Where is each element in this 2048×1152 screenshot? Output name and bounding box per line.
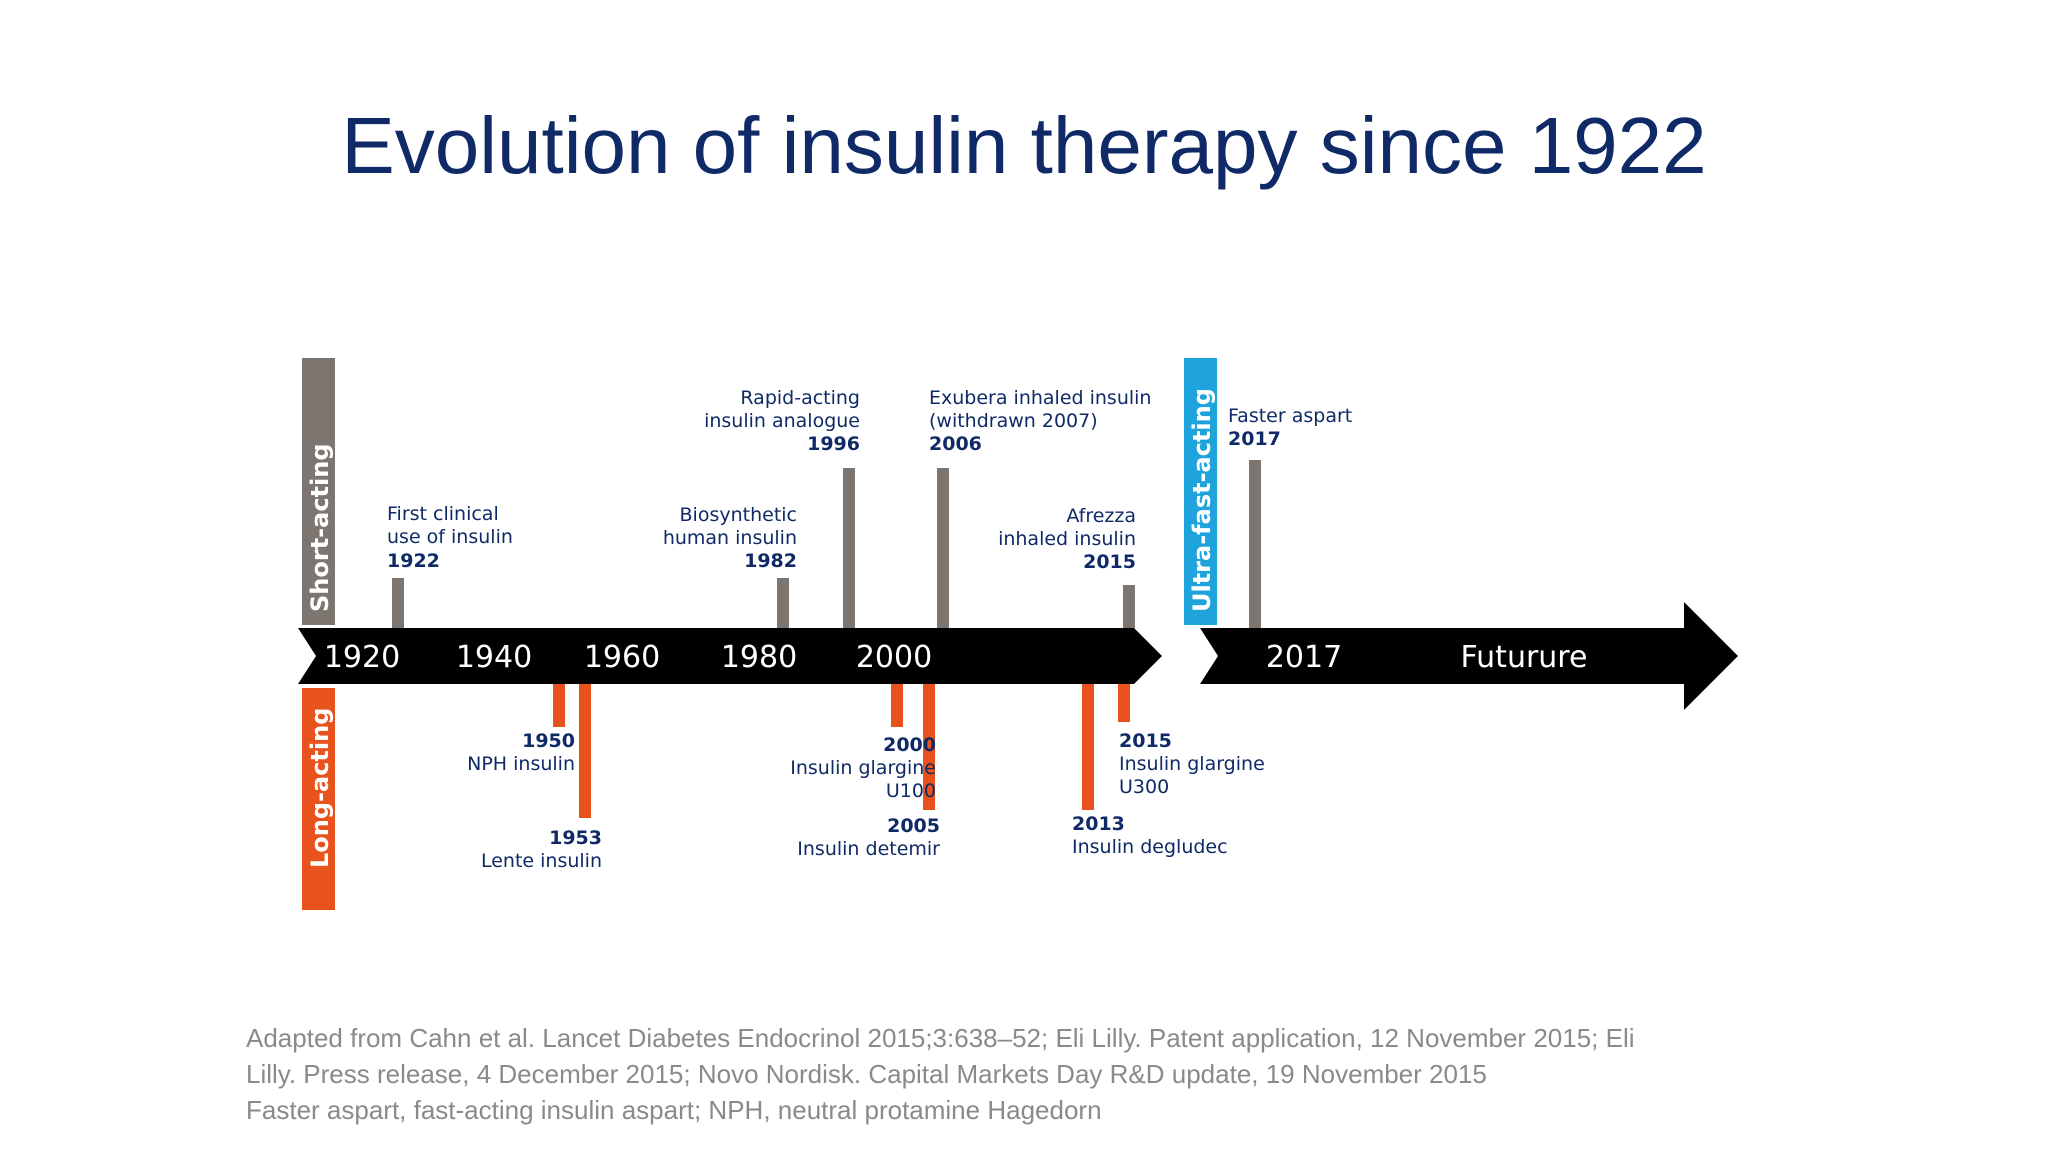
reference-line-1: Adapted from Cahn et al. Lancet Diabetes… <box>246 1023 1635 1053</box>
reference-line-2: Lilly. Press release, 4 December 2015; N… <box>246 1059 1487 1089</box>
event-label-1922: First clinical use of insulin 1922 <box>387 503 513 572</box>
event-stem-2015-afrezza <box>1123 585 1135 628</box>
event-label-2013: 2013 Insulin degludec <box>1072 813 1228 858</box>
event-stem-1950 <box>553 684 565 727</box>
axis-tick-1960: 1960 <box>584 640 660 675</box>
svg-text:(withdrawn 2007): (withdrawn 2007) <box>929 410 1098 432</box>
svg-text:2013: 2013 <box>1072 813 1125 835</box>
svg-text:Rapid-acting: Rapid-acting <box>740 387 860 409</box>
svg-text:Exubera inhaled insulin: Exubera inhaled insulin <box>929 387 1151 409</box>
event-stem-2017 <box>1249 460 1261 628</box>
svg-text:U100: U100 <box>886 780 936 802</box>
slide-title: Evolution of insulin therapy since 1922 <box>341 101 1707 190</box>
event-stem-1953 <box>579 684 591 818</box>
ultra-fast-acting-label: Ultra-fast-acting <box>1188 388 1216 612</box>
event-stem-2015-glargine <box>1118 684 1130 722</box>
svg-text:First clinical: First clinical <box>387 503 499 525</box>
svg-text:2006: 2006 <box>929 433 982 455</box>
axis-tick-1980: 1980 <box>721 640 797 675</box>
event-label-1982: Biosynthetic human insulin 1982 <box>663 504 797 572</box>
svg-text:1922: 1922 <box>387 550 440 572</box>
event-label-2006: Exubera inhaled insulin (withdrawn 2007)… <box>929 387 1151 455</box>
axis-tick-1940: 1940 <box>456 640 532 675</box>
event-stem-2013 <box>1082 684 1094 810</box>
event-label-2005: 2005 Insulin detemir <box>797 815 940 860</box>
event-stem-1922 <box>392 578 404 628</box>
svg-text:Insulin glargine: Insulin glargine <box>1119 753 1265 775</box>
axis-tick-future: Futurure <box>1461 640 1588 675</box>
event-label-2015-glargine: 2015 Insulin glargine U300 <box>1119 730 1265 798</box>
svg-text:2017: 2017 <box>1228 428 1281 450</box>
references: Adapted from Cahn et al. Lancet Diabetes… <box>246 1020 1806 1128</box>
svg-text:2015: 2015 <box>1119 730 1172 752</box>
event-label-1953: 1953 Lente insulin <box>481 827 602 872</box>
svg-text:Afrezza: Afrezza <box>1066 505 1136 527</box>
svg-text:Insulin degludec: Insulin degludec <box>1072 836 1228 858</box>
svg-text:1950: 1950 <box>522 730 575 752</box>
svg-text:1982: 1982 <box>744 550 797 572</box>
event-label-2015-afrezza: Afrezza inhaled insulin 2015 <box>998 505 1136 573</box>
event-stem-2006 <box>937 468 949 628</box>
svg-text:1953: 1953 <box>549 827 602 849</box>
svg-text:Faster aspart: Faster aspart <box>1228 405 1352 427</box>
axis-tick-1920: 1920 <box>324 640 400 675</box>
event-label-2017: Faster aspart 2017 <box>1228 405 1352 450</box>
event-label-1996: Rapid-acting insulin analogue 1996 <box>704 387 860 455</box>
reference-line-3: Faster aspart, fast-acting insulin aspar… <box>246 1095 1102 1125</box>
timeline-arrow-main <box>298 628 1162 684</box>
svg-text:insulin analogue: insulin analogue <box>704 410 860 432</box>
axis-tick-2017: 2017 <box>1266 640 1342 675</box>
svg-text:Biosynthetic: Biosynthetic <box>680 504 797 526</box>
short-acting-bar <box>302 358 335 625</box>
svg-text:Lente insulin: Lente insulin <box>481 850 602 872</box>
svg-text:inhaled insulin: inhaled insulin <box>998 528 1136 550</box>
long-acting-bar <box>302 688 335 910</box>
event-label-1950: 1950 NPH insulin <box>467 730 575 775</box>
short-acting-label: Short-acting <box>306 443 334 612</box>
event-stem-2005 <box>923 684 935 810</box>
ultra-fast-acting-bar <box>1184 358 1217 625</box>
event-label-2000: 2000 Insulin glargine U100 <box>790 734 936 802</box>
event-stem-1982 <box>777 578 789 628</box>
axis-tick-2000: 2000 <box>856 640 932 675</box>
long-acting-label: Long-acting <box>306 708 334 868</box>
svg-text:NPH insulin: NPH insulin <box>467 753 575 775</box>
svg-text:1996: 1996 <box>807 433 860 455</box>
svg-text:use of insulin: use of insulin <box>387 526 513 548</box>
svg-text:human insulin: human insulin <box>663 527 797 549</box>
svg-text:2005: 2005 <box>887 815 940 837</box>
svg-text:2015: 2015 <box>1083 551 1136 573</box>
event-stem-1996 <box>843 468 855 628</box>
svg-text:Insulin detemir: Insulin detemir <box>797 838 940 860</box>
svg-text:2000: 2000 <box>883 734 936 756</box>
timeline-arrow-future <box>1200 602 1738 710</box>
svg-text:U300: U300 <box>1119 776 1169 798</box>
svg-text:Insulin glargine: Insulin glargine <box>790 757 936 779</box>
event-stem-2000 <box>891 684 903 727</box>
